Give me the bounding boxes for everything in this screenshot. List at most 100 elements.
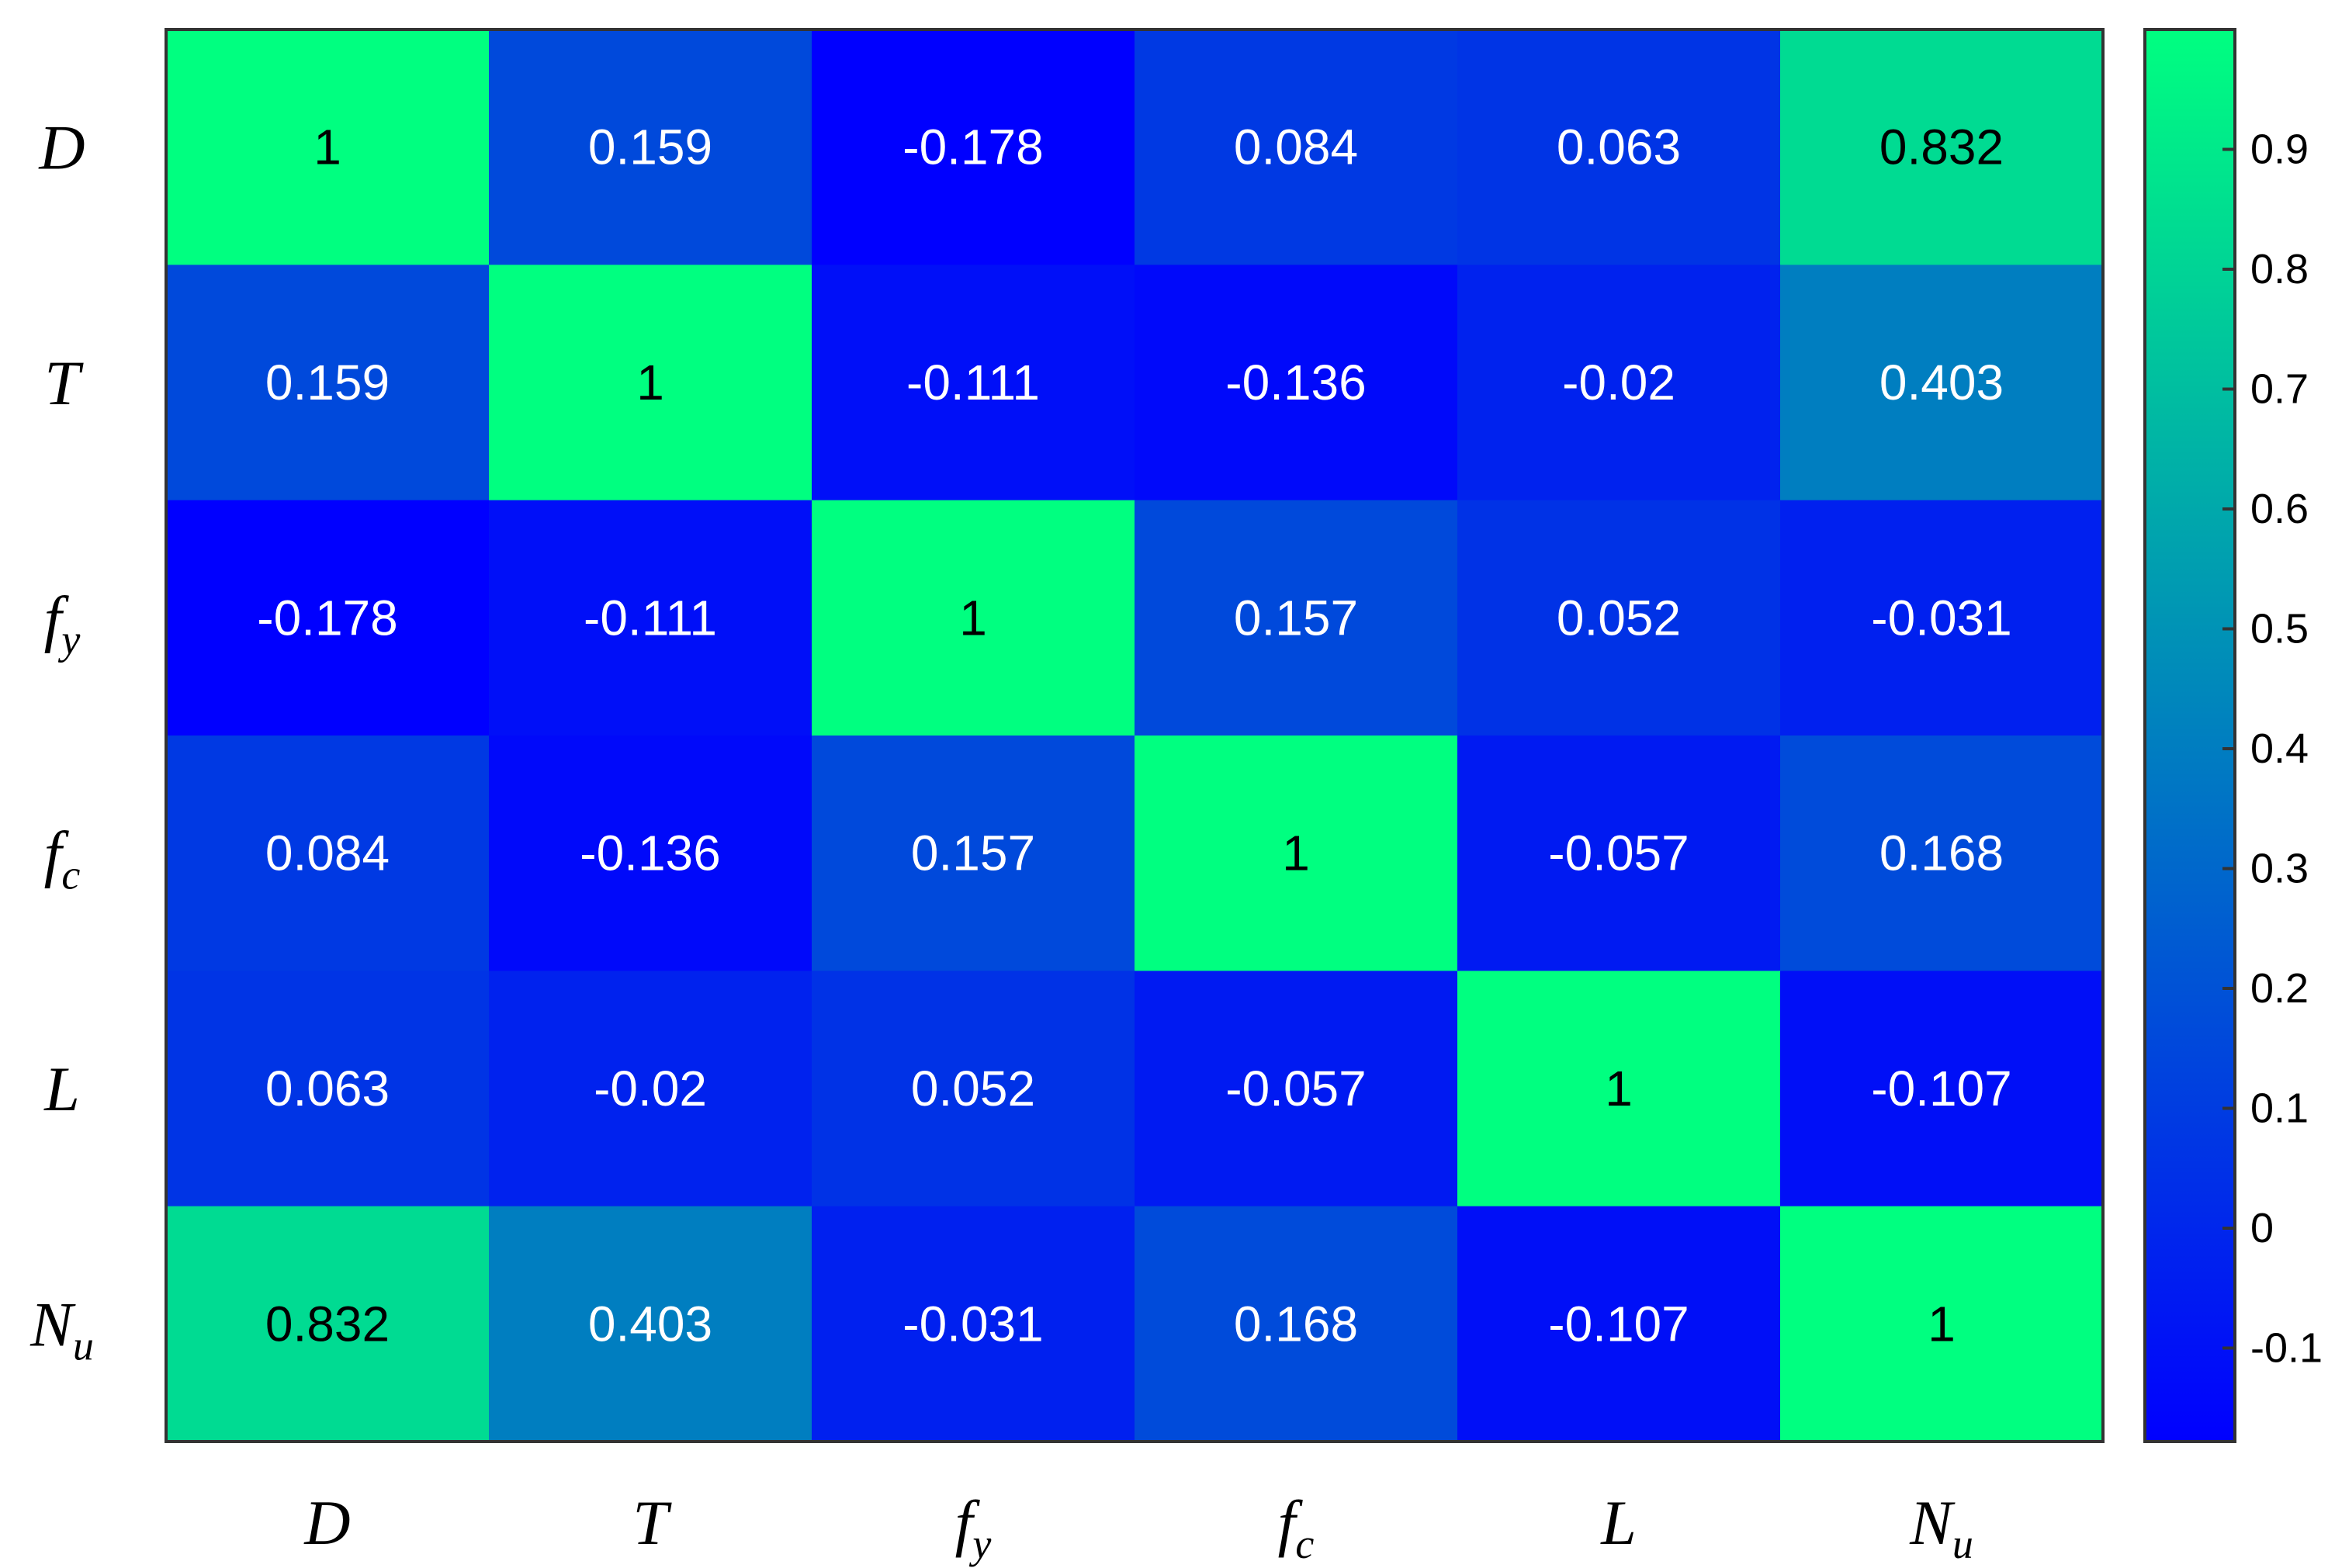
- cell-value-label-2-4: 0.052: [1557, 590, 1681, 646]
- cell-value-label-4-4: 1: [1605, 1061, 1633, 1116]
- cell-value-label-0-4: 0.063: [1557, 119, 1681, 175]
- heatmap-frame: [165, 28, 2105, 1443]
- column-label-2: fy: [955, 1487, 992, 1567]
- column-label-0: D: [303, 1487, 350, 1558]
- cell-value-label-3-3: 1: [1282, 826, 1310, 881]
- column-label-1: T: [632, 1487, 672, 1558]
- heatmap-cell-4-5: [1780, 971, 2104, 1207]
- cell-value-label-3-1: -0.136: [580, 826, 720, 881]
- cell-value-label-3-4: -0.057: [1548, 826, 1689, 881]
- heatmap-cell-2-3: [1135, 500, 1458, 736]
- colorbar-tick-label-2: 0.1: [2250, 1085, 2309, 1131]
- colorbar-tick-label-7: 0.6: [2250, 486, 2309, 532]
- heatmap-cell-0-4: [1457, 29, 1781, 265]
- colorbar-tick-label-0: -0.1: [2250, 1324, 2323, 1371]
- cell-value-label-4-5: -0.107: [1871, 1061, 2011, 1116]
- heatmap-cell-4-0: [166, 971, 490, 1207]
- cell-value-label-2-3: 0.157: [1234, 590, 1358, 646]
- heatmap-cell-2-4: [1457, 500, 1781, 736]
- colorbar-tick-label-5: 0.4: [2250, 725, 2309, 772]
- colorbar-tick-label-4: 0.3: [2250, 845, 2309, 891]
- heatmap-cell-1-0: [166, 265, 490, 501]
- heatmap-cell-2-5: [1780, 500, 2104, 736]
- cell-value-label-4-0: 0.063: [265, 1061, 390, 1116]
- heatmap-cell-2-2: [812, 500, 1135, 736]
- cell-value-label-3-0: 0.084: [265, 826, 390, 881]
- heatmap-cell-1-2: [812, 265, 1135, 501]
- cell-value-label-5-5: 1: [1928, 1296, 1956, 1352]
- heatmap-cell-4-4: [1457, 971, 1781, 1207]
- colorbar-tick-label-1: 0: [2250, 1205, 2274, 1251]
- colorbar-tick-label-3: 0.2: [2250, 965, 2309, 1012]
- cell-value-label-1-4: -0.02: [1562, 355, 1675, 410]
- column-label-4: L: [1600, 1487, 1637, 1558]
- colorbar-gradient: [2143, 28, 2236, 1443]
- heatmap-cell-0-1: [489, 29, 812, 265]
- row-label-1: T: [44, 348, 84, 418]
- heatmap-cell-3-0: [166, 736, 490, 971]
- cell-value-label-1-5: 0.403: [1879, 355, 2004, 410]
- cell-value-label-2-5: -0.031: [1871, 590, 2011, 646]
- heatmap-cell-3-3: [1135, 736, 1458, 971]
- heatmap-cell-5-4: [1457, 1206, 1781, 1442]
- column-label-3: fc: [1278, 1487, 1315, 1567]
- heatmap-cell-1-1: [489, 265, 812, 501]
- heatmap-cell-4-3: [1135, 971, 1458, 1207]
- cell-value-label-0-1: 0.159: [588, 119, 712, 175]
- cell-value-label-2-1: -0.111: [584, 590, 717, 646]
- heatmap-cell-4-1: [489, 971, 812, 1207]
- heatmap-cells: 1 0.159 -0.178 0.084 0.063 0.832 0.159 1 -0.111 -…: [166, 29, 2104, 1442]
- row-label-4: L: [43, 1054, 80, 1124]
- cell-value-label-4-3: -0.057: [1225, 1061, 1366, 1116]
- heatmap-cell-1-5: [1780, 265, 2104, 501]
- heatmap-cell-3-2: [812, 736, 1135, 971]
- heatmap-cell-3-4: [1457, 736, 1781, 971]
- cell-value-label-2-2: 1: [959, 590, 987, 646]
- heatmap-cell-5-5: [1780, 1206, 2104, 1442]
- heatmap-cell-1-3: [1135, 265, 1458, 501]
- row-label-5: Nu: [29, 1289, 94, 1369]
- cell-value-label-5-2: -0.031: [902, 1296, 1043, 1352]
- colorbar-ticks: -0.1 0 0.1 0.2 0.3 0.4 0.5 0.6 0.7 0.8 0.9: [2222, 126, 2323, 1371]
- cell-value-label-0-0: 1: [314, 119, 341, 175]
- cell-value-label-1-1: 1: [636, 355, 664, 410]
- cell-value-label-5-3: 0.168: [1234, 1296, 1358, 1352]
- row-label-3: fc: [44, 819, 81, 898]
- heatmap-cell-3-1: [489, 736, 812, 971]
- heatmap-cell-5-0: [166, 1206, 490, 1442]
- heatmap-cell-5-3: [1135, 1206, 1458, 1442]
- row-labels: D Tfy fc L Nu: [29, 112, 94, 1369]
- heatmap-cell-2-0: [166, 500, 490, 736]
- heatmap-cell-0-0: [166, 29, 490, 265]
- colorbar-tick-label-8: 0.7: [2250, 365, 2309, 412]
- heatmap-cell-0-2: [812, 29, 1135, 265]
- cell-value-label-0-5: 0.832: [1879, 119, 2004, 175]
- cell-value-label-3-5: 0.168: [1879, 826, 2004, 881]
- cell-value-label-1-3: -0.136: [1225, 355, 1366, 410]
- heatmap-cell-1-4: [1457, 265, 1781, 501]
- colorbar-tick-label-10: 0.9: [2250, 126, 2309, 172]
- colorbar-tick-label-9: 0.8: [2250, 246, 2309, 292]
- cell-value-label-4-1: -0.02: [594, 1061, 707, 1116]
- cell-value-label-5-1: 0.403: [588, 1296, 712, 1352]
- cell-value-label-5-0: 0.832: [265, 1296, 390, 1352]
- column-label-5: Nu: [1909, 1487, 1973, 1567]
- colorbar: -0.1 0 0.1 0.2 0.3 0.4 0.5 0.6 0.7 0.8 0.9: [2143, 28, 2323, 1443]
- heatmap-cell-5-1: [489, 1206, 812, 1442]
- heatmap-cell-0-3: [1135, 29, 1458, 265]
- cell-value-label-1-2: -0.111: [906, 355, 1040, 410]
- heatmap-cell-5-2: [812, 1206, 1135, 1442]
- heatmap-cell-4-2: [812, 971, 1135, 1207]
- cell-value-label-0-2: -0.178: [902, 119, 1043, 175]
- row-label-0: D: [38, 112, 85, 183]
- colorbar-tick-label-6: 0.5: [2250, 605, 2309, 652]
- heatmap-cell-2-1: [489, 500, 812, 736]
- cell-value-label-0-3: 0.084: [1234, 119, 1358, 175]
- row-label-2: fy: [44, 583, 81, 663]
- heatmap-cell-0-5: [1780, 29, 2104, 265]
- heatmap-cell-3-5: [1780, 736, 2104, 971]
- cell-value-label-3-2: 0.157: [911, 826, 1035, 881]
- cell-value-label-1-0: 0.159: [265, 355, 390, 410]
